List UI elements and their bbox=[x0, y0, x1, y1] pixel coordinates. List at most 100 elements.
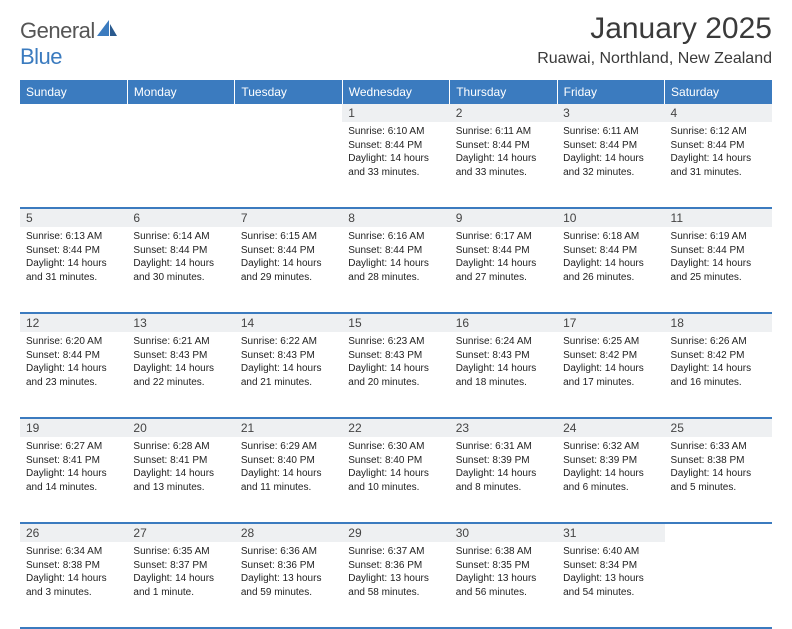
day-info-line: Sunrise: 6:12 AM bbox=[671, 125, 766, 139]
day-cell: Sunrise: 6:10 AMSunset: 8:44 PMDaylight:… bbox=[342, 122, 449, 208]
day-info-line: and 20 minutes. bbox=[348, 376, 443, 390]
day-info-line: and 58 minutes. bbox=[348, 586, 443, 600]
day-number: 2 bbox=[450, 104, 557, 122]
day-cell: Sunrise: 6:28 AMSunset: 8:41 PMDaylight:… bbox=[127, 437, 234, 523]
day-cell: Sunrise: 6:27 AMSunset: 8:41 PMDaylight:… bbox=[20, 437, 127, 523]
day-info-line: Daylight: 14 hours bbox=[671, 362, 766, 376]
day-info-line: Sunrise: 6:33 AM bbox=[671, 440, 766, 454]
day-info-line: Daylight: 14 hours bbox=[26, 572, 121, 586]
day-info-line: Sunrise: 6:21 AM bbox=[133, 335, 228, 349]
day-info-line: Sunset: 8:43 PM bbox=[133, 349, 228, 363]
day-info-line: Sunset: 8:43 PM bbox=[241, 349, 336, 363]
day-cell: Sunrise: 6:30 AMSunset: 8:40 PMDaylight:… bbox=[342, 437, 449, 523]
day-cell: Sunrise: 6:11 AMSunset: 8:44 PMDaylight:… bbox=[450, 122, 557, 208]
day-number: 19 bbox=[20, 418, 127, 437]
day-number bbox=[127, 104, 234, 122]
day-info-line: Daylight: 14 hours bbox=[456, 152, 551, 166]
day-cell bbox=[127, 122, 234, 208]
day-info-line: Sunset: 8:36 PM bbox=[348, 559, 443, 573]
day-cell: Sunrise: 6:21 AMSunset: 8:43 PMDaylight:… bbox=[127, 332, 234, 418]
day-info-line: and 22 minutes. bbox=[133, 376, 228, 390]
day-cell: Sunrise: 6:17 AMSunset: 8:44 PMDaylight:… bbox=[450, 227, 557, 313]
day-number: 6 bbox=[127, 208, 234, 227]
day-info-line: Sunset: 8:44 PM bbox=[26, 244, 121, 258]
day-info-line: Daylight: 14 hours bbox=[26, 467, 121, 481]
day-info-line: and 17 minutes. bbox=[563, 376, 658, 390]
day-info-line: and 56 minutes. bbox=[456, 586, 551, 600]
day-cell: Sunrise: 6:36 AMSunset: 8:36 PMDaylight:… bbox=[235, 542, 342, 628]
logo-sail-icon bbox=[95, 18, 119, 38]
day-info-line: and 8 minutes. bbox=[456, 481, 551, 495]
day-cell: Sunrise: 6:38 AMSunset: 8:35 PMDaylight:… bbox=[450, 542, 557, 628]
day-info-line: and 18 minutes. bbox=[456, 376, 551, 390]
day-info-line: Sunset: 8:44 PM bbox=[671, 244, 766, 258]
day-number: 12 bbox=[20, 313, 127, 332]
day-cell: Sunrise: 6:26 AMSunset: 8:42 PMDaylight:… bbox=[665, 332, 772, 418]
day-info-line: and 23 minutes. bbox=[26, 376, 121, 390]
day-number: 24 bbox=[557, 418, 664, 437]
weekday-header: Wednesday bbox=[342, 80, 449, 104]
day-info-line: Sunrise: 6:28 AM bbox=[133, 440, 228, 454]
day-content-row: Sunrise: 6:34 AMSunset: 8:38 PMDaylight:… bbox=[20, 542, 772, 628]
day-info-line: and 32 minutes. bbox=[563, 166, 658, 180]
day-info-line: and 31 minutes. bbox=[671, 166, 766, 180]
day-number: 11 bbox=[665, 208, 772, 227]
day-cell: Sunrise: 6:31 AMSunset: 8:39 PMDaylight:… bbox=[450, 437, 557, 523]
day-info-line: Sunrise: 6:20 AM bbox=[26, 335, 121, 349]
day-info-line: Daylight: 14 hours bbox=[563, 467, 658, 481]
day-info-line: and 25 minutes. bbox=[671, 271, 766, 285]
day-number: 7 bbox=[235, 208, 342, 227]
day-info-line: Sunset: 8:41 PM bbox=[133, 454, 228, 468]
day-info-line: Daylight: 14 hours bbox=[671, 257, 766, 271]
day-number: 31 bbox=[557, 523, 664, 542]
day-info-line: Daylight: 14 hours bbox=[348, 257, 443, 271]
day-info-line: Sunrise: 6:14 AM bbox=[133, 230, 228, 244]
day-content-row: Sunrise: 6:10 AMSunset: 8:44 PMDaylight:… bbox=[20, 122, 772, 208]
day-number: 4 bbox=[665, 104, 772, 122]
day-info-line: and 21 minutes. bbox=[241, 376, 336, 390]
day-info-line: Sunrise: 6:18 AM bbox=[563, 230, 658, 244]
day-number: 30 bbox=[450, 523, 557, 542]
day-number: 20 bbox=[127, 418, 234, 437]
day-info-line: Sunset: 8:44 PM bbox=[133, 244, 228, 258]
day-info-line: Sunset: 8:44 PM bbox=[241, 244, 336, 258]
day-info-line: Daylight: 14 hours bbox=[456, 467, 551, 481]
day-number: 8 bbox=[342, 208, 449, 227]
month-title: January 2025 bbox=[537, 12, 772, 46]
day-info-line: and 26 minutes. bbox=[563, 271, 658, 285]
day-info-line: Sunset: 8:44 PM bbox=[671, 139, 766, 153]
location: Ruawai, Northland, New Zealand bbox=[537, 50, 772, 68]
day-info-line: and 10 minutes. bbox=[348, 481, 443, 495]
day-number: 27 bbox=[127, 523, 234, 542]
logo-text: GeneralBlue bbox=[20, 18, 119, 70]
day-info-line: Sunrise: 6:30 AM bbox=[348, 440, 443, 454]
day-info-line: Sunrise: 6:24 AM bbox=[456, 335, 551, 349]
day-number: 1 bbox=[342, 104, 449, 122]
day-info-line: Sunset: 8:43 PM bbox=[456, 349, 551, 363]
day-info-line: Daylight: 14 hours bbox=[671, 467, 766, 481]
header: GeneralBlue January 2025 Ruawai, Northla… bbox=[20, 12, 772, 70]
day-number bbox=[665, 523, 772, 542]
calendar-table: SundayMondayTuesdayWednesdayThursdayFrid… bbox=[20, 80, 772, 629]
day-info-line: and 11 minutes. bbox=[241, 481, 336, 495]
day-cell: Sunrise: 6:32 AMSunset: 8:39 PMDaylight:… bbox=[557, 437, 664, 523]
day-number-row: 12131415161718 bbox=[20, 313, 772, 332]
day-number: 10 bbox=[557, 208, 664, 227]
day-info-line: Daylight: 14 hours bbox=[563, 362, 658, 376]
day-info-line: Sunrise: 6:34 AM bbox=[26, 545, 121, 559]
day-info-line: Sunrise: 6:37 AM bbox=[348, 545, 443, 559]
weekday-header: Monday bbox=[127, 80, 234, 104]
day-info-line: Sunrise: 6:26 AM bbox=[671, 335, 766, 349]
day-info-line: Sunset: 8:37 PM bbox=[133, 559, 228, 573]
day-info-line: Sunrise: 6:35 AM bbox=[133, 545, 228, 559]
day-info-line: Sunrise: 6:36 AM bbox=[241, 545, 336, 559]
day-info-line: Sunrise: 6:16 AM bbox=[348, 230, 443, 244]
day-info-line: and 3 minutes. bbox=[26, 586, 121, 600]
logo-word-general: General bbox=[20, 18, 95, 43]
day-info-line: Sunset: 8:39 PM bbox=[563, 454, 658, 468]
day-number-row: 19202122232425 bbox=[20, 418, 772, 437]
day-info-line: Sunset: 8:40 PM bbox=[348, 454, 443, 468]
day-info-line: Daylight: 14 hours bbox=[241, 467, 336, 481]
day-info-line: and 14 minutes. bbox=[26, 481, 121, 495]
logo-word-blue: Blue bbox=[20, 44, 62, 69]
